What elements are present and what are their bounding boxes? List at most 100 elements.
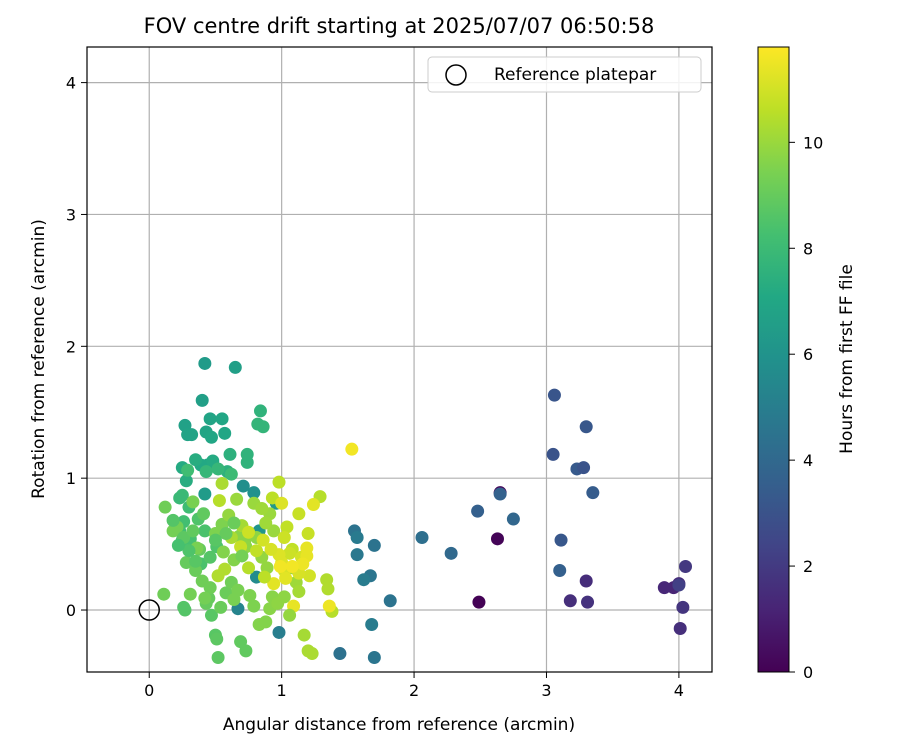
data-point xyxy=(322,599,336,613)
data-point xyxy=(215,412,229,426)
x-axis: 0 1 2 3 4 xyxy=(144,672,684,700)
data-point xyxy=(210,632,224,646)
data-point xyxy=(586,486,600,500)
data-point xyxy=(272,475,286,489)
data-point xyxy=(249,544,263,558)
data-point xyxy=(259,615,273,629)
legend-entry-reference-platepar: Reference platepar xyxy=(494,65,656,85)
y-tick-label: 4 xyxy=(66,74,76,93)
data-point xyxy=(305,647,319,661)
data-point xyxy=(247,486,261,500)
y-axis: 0 1 2 3 4 xyxy=(66,74,87,620)
data-point xyxy=(253,404,267,418)
data-point xyxy=(415,531,429,545)
data-point xyxy=(672,578,686,592)
data-point xyxy=(506,512,520,526)
data-point xyxy=(345,442,359,456)
data-point xyxy=(181,463,195,477)
data-point xyxy=(301,527,315,541)
data-point xyxy=(277,531,291,545)
data-point xyxy=(365,618,379,632)
data-point xyxy=(679,560,693,574)
data-point xyxy=(272,625,286,639)
data-point xyxy=(239,644,253,658)
colorbar-tick-label: 2 xyxy=(803,557,813,576)
x-tick-label: 3 xyxy=(541,681,551,700)
data-point xyxy=(676,600,690,614)
data-point xyxy=(257,570,271,584)
colorbar-tick-label: 6 xyxy=(803,345,813,364)
data-point xyxy=(198,356,212,370)
grid xyxy=(87,47,712,672)
data-point xyxy=(553,563,567,577)
data-point xyxy=(189,554,203,568)
data-point xyxy=(211,569,225,583)
plot-frame xyxy=(86,46,713,673)
colorbar: 0 2 4 6 8 10 Hours from first FF file xyxy=(757,46,857,682)
colorbar-label: Hours from first FF file xyxy=(837,264,857,454)
data-point xyxy=(547,388,561,402)
data-point xyxy=(218,426,232,440)
data-point xyxy=(297,628,311,642)
data-point xyxy=(267,524,281,538)
data-point xyxy=(292,585,306,599)
data-point xyxy=(333,647,347,661)
data-point xyxy=(255,501,269,515)
data-point xyxy=(158,500,172,514)
y-tick-label: 2 xyxy=(66,337,76,356)
data-points xyxy=(157,356,693,664)
data-point xyxy=(267,577,281,591)
data-point xyxy=(300,541,314,555)
data-point xyxy=(321,582,335,596)
data-point xyxy=(243,589,257,603)
data-point xyxy=(350,531,364,545)
colorbar-tick-label: 4 xyxy=(803,451,813,470)
data-point xyxy=(259,516,273,530)
legend-marker xyxy=(445,64,467,86)
data-point xyxy=(228,360,242,374)
data-point xyxy=(224,467,238,481)
data-point xyxy=(242,561,256,575)
data-point xyxy=(189,453,203,467)
data-point xyxy=(273,560,287,574)
y-axis-label: Rotation from reference (arcmin) xyxy=(29,219,49,499)
data-point xyxy=(171,538,185,552)
data-point xyxy=(579,420,593,434)
x-tick-label: 0 xyxy=(144,681,154,700)
colorbar-tick-label: 8 xyxy=(803,239,813,258)
data-point xyxy=(471,504,485,518)
data-point xyxy=(186,495,200,509)
data-point xyxy=(203,412,217,426)
data-point xyxy=(493,487,507,501)
data-point xyxy=(185,428,199,442)
y-tick-label: 1 xyxy=(66,469,76,488)
data-point xyxy=(166,513,180,527)
data-point xyxy=(198,524,212,538)
data-point xyxy=(235,549,249,563)
data-point xyxy=(231,583,245,597)
data-point xyxy=(279,571,293,585)
data-point xyxy=(204,608,218,622)
legend: Reference platepar xyxy=(427,56,702,93)
data-point xyxy=(242,525,256,539)
data-point xyxy=(198,487,212,501)
data-point xyxy=(214,600,228,614)
data-point xyxy=(173,491,187,505)
data-point xyxy=(198,591,212,605)
data-point xyxy=(256,533,270,547)
data-point xyxy=(280,520,294,534)
x-axis-label: Angular distance from reference (arcmin) xyxy=(223,715,575,735)
data-point xyxy=(285,560,299,574)
data-point xyxy=(306,498,320,512)
data-point xyxy=(197,507,211,521)
data-point xyxy=(157,587,171,601)
data-point xyxy=(212,494,226,508)
data-point xyxy=(490,532,504,546)
chart-title: FOV centre drift starting at 2025/07/07 … xyxy=(144,14,655,38)
data-point xyxy=(203,581,217,595)
data-point xyxy=(195,393,209,407)
data-point xyxy=(211,462,225,476)
data-point xyxy=(367,650,381,664)
data-point xyxy=(579,574,593,588)
